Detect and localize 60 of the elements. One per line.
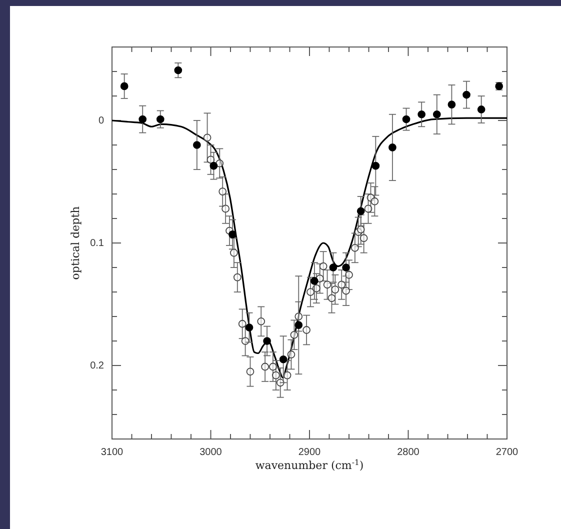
point	[263, 337, 271, 345]
point	[283, 371, 292, 380]
point	[402, 115, 410, 124]
point	[370, 197, 379, 206]
x-tick-label: 3100	[100, 447, 124, 458]
point	[338, 280, 346, 289]
x-axis-title: wavenumber (cm$^{-1}$)	[255, 458, 364, 472]
point	[138, 115, 147, 124]
point	[203, 134, 212, 142]
point	[477, 106, 486, 114]
point	[319, 262, 328, 270]
point	[310, 277, 318, 285]
point	[287, 350, 296, 358]
point	[238, 320, 246, 328]
point	[261, 362, 269, 371]
point	[245, 324, 254, 332]
point	[269, 362, 277, 371]
point	[342, 286, 350, 295]
point	[228, 230, 236, 238]
point	[306, 288, 314, 296]
point	[222, 204, 230, 213]
point	[331, 286, 340, 294]
point	[360, 234, 368, 242]
x-tick-label: 3000	[200, 447, 222, 458]
point	[272, 371, 280, 380]
point	[350, 244, 359, 252]
y-tick-label: 0.1	[90, 238, 104, 250]
point	[192, 141, 201, 149]
point	[230, 248, 238, 257]
point	[329, 264, 338, 272]
point	[257, 317, 266, 326]
point	[448, 100, 456, 108]
point	[246, 368, 254, 376]
point	[418, 110, 426, 118]
point	[342, 264, 350, 272]
point	[462, 90, 470, 99]
point	[432, 110, 441, 118]
y-tick-label: 0	[98, 116, 104, 127]
point	[233, 273, 242, 282]
point	[328, 294, 336, 302]
point	[218, 188, 227, 196]
point	[294, 321, 303, 329]
x-tick-label: 2800	[397, 447, 420, 458]
y-axis-title: optical depth	[69, 206, 82, 280]
point	[290, 330, 298, 339]
point	[323, 280, 332, 289]
y-tick-label: 0.2	[90, 360, 104, 372]
point	[120, 82, 128, 90]
point	[364, 204, 372, 213]
point	[156, 115, 164, 124]
point	[241, 337, 250, 345]
point	[279, 355, 288, 364]
x-tick-label: 2900	[298, 447, 322, 458]
point	[388, 144, 396, 152]
x-tick-label: 2700	[496, 447, 519, 458]
point	[216, 159, 224, 168]
point	[302, 326, 310, 334]
point	[174, 66, 182, 74]
point	[372, 162, 380, 170]
point	[210, 162, 218, 170]
